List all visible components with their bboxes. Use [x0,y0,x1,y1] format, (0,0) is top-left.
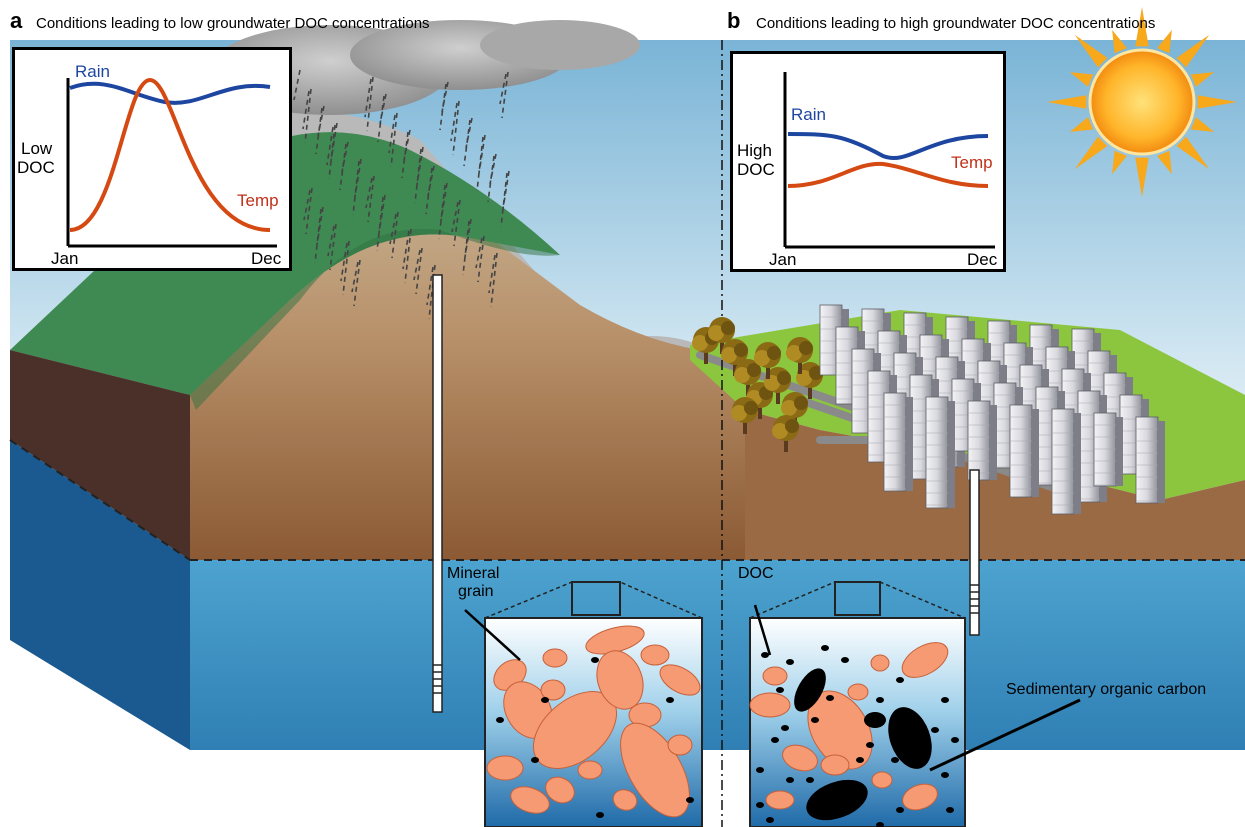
panel-a-title: Conditions leading to low groundwater DO… [36,15,430,32]
x-label-start: Jan [769,250,797,269]
aquifer-zoom-high-doc [749,580,966,827]
rain-series-line [69,81,271,105]
mineral-grain-label-line1: Mineral [447,565,500,582]
x-label-end: Dec [251,249,282,268]
water-block-side [10,440,190,750]
soil-block-side [10,350,190,560]
y-label-line1: High [737,141,772,160]
groundwater-layer [190,560,1245,750]
x-label-end: Dec [967,250,998,269]
well-icon [432,274,443,713]
sun-icon [1047,7,1237,197]
aquifer-zoom-low-doc [484,580,703,827]
tree-icon [692,317,823,452]
rain-label: Rain [75,62,110,81]
temp-series-line [69,77,271,232]
doc-leader [753,604,772,656]
mineral-grain-leader [464,609,521,661]
temp-label: Temp [237,191,279,210]
rain-streaks [293,69,510,320]
x-label-start: Jan [51,249,79,268]
y-label-line2: DOC [17,158,55,177]
y-label-line2: DOC [737,160,775,179]
temp-series-line [787,161,989,188]
well-icon [969,469,980,636]
sedimentary-organic-carbon-label: Sedimentary organic carbon [1006,681,1207,698]
soc-leader [929,698,1081,772]
mineral-grain-label-line2: grain [458,583,494,600]
rain-series-line [787,132,989,160]
inset-chart-high-doc: Rain Temp High DOC Jan Dec [730,51,1006,272]
temp-label: Temp [951,153,993,172]
building-icon [819,304,1165,515]
y-label-line1: Low [21,139,53,158]
panel-a-letter: a [10,8,23,33]
inset-chart-low-doc: Rain Temp Low DOC Jan Dec [12,47,292,271]
doc-label: DOC [738,565,774,582]
panel-b-title: Conditions leading to high groundwater D… [756,15,1156,32]
rain-label: Rain [791,105,826,124]
panel-b-letter: b [727,8,741,33]
